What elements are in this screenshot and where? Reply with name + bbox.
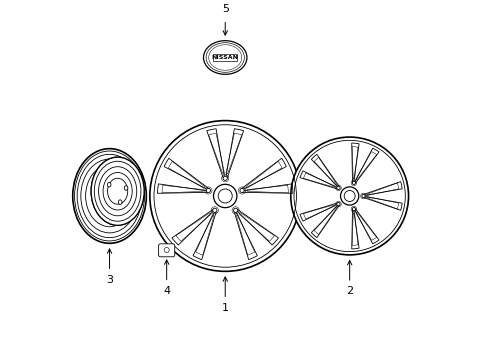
Ellipse shape [218, 189, 232, 203]
Text: 1: 1 [221, 303, 228, 313]
Text: 2: 2 [346, 287, 352, 296]
Ellipse shape [351, 207, 355, 211]
Ellipse shape [240, 188, 244, 193]
Ellipse shape [91, 157, 144, 225]
Ellipse shape [149, 121, 300, 271]
Ellipse shape [206, 188, 210, 193]
Ellipse shape [351, 181, 355, 184]
Ellipse shape [223, 176, 227, 180]
Text: NISSAN: NISSAN [211, 55, 238, 60]
Ellipse shape [107, 178, 127, 204]
FancyBboxPatch shape [213, 54, 237, 61]
Ellipse shape [124, 186, 127, 190]
Ellipse shape [233, 208, 237, 212]
Ellipse shape [361, 194, 365, 198]
Ellipse shape [290, 137, 407, 255]
Ellipse shape [203, 41, 246, 74]
Ellipse shape [336, 202, 340, 206]
FancyBboxPatch shape [158, 244, 174, 257]
Ellipse shape [340, 187, 358, 205]
Ellipse shape [344, 190, 354, 202]
Ellipse shape [336, 186, 340, 189]
Ellipse shape [212, 208, 217, 212]
Text: 3: 3 [106, 275, 113, 285]
Ellipse shape [213, 184, 236, 208]
Ellipse shape [107, 183, 111, 187]
Ellipse shape [118, 200, 122, 204]
Text: 4: 4 [163, 286, 170, 296]
Text: 5: 5 [221, 4, 228, 14]
